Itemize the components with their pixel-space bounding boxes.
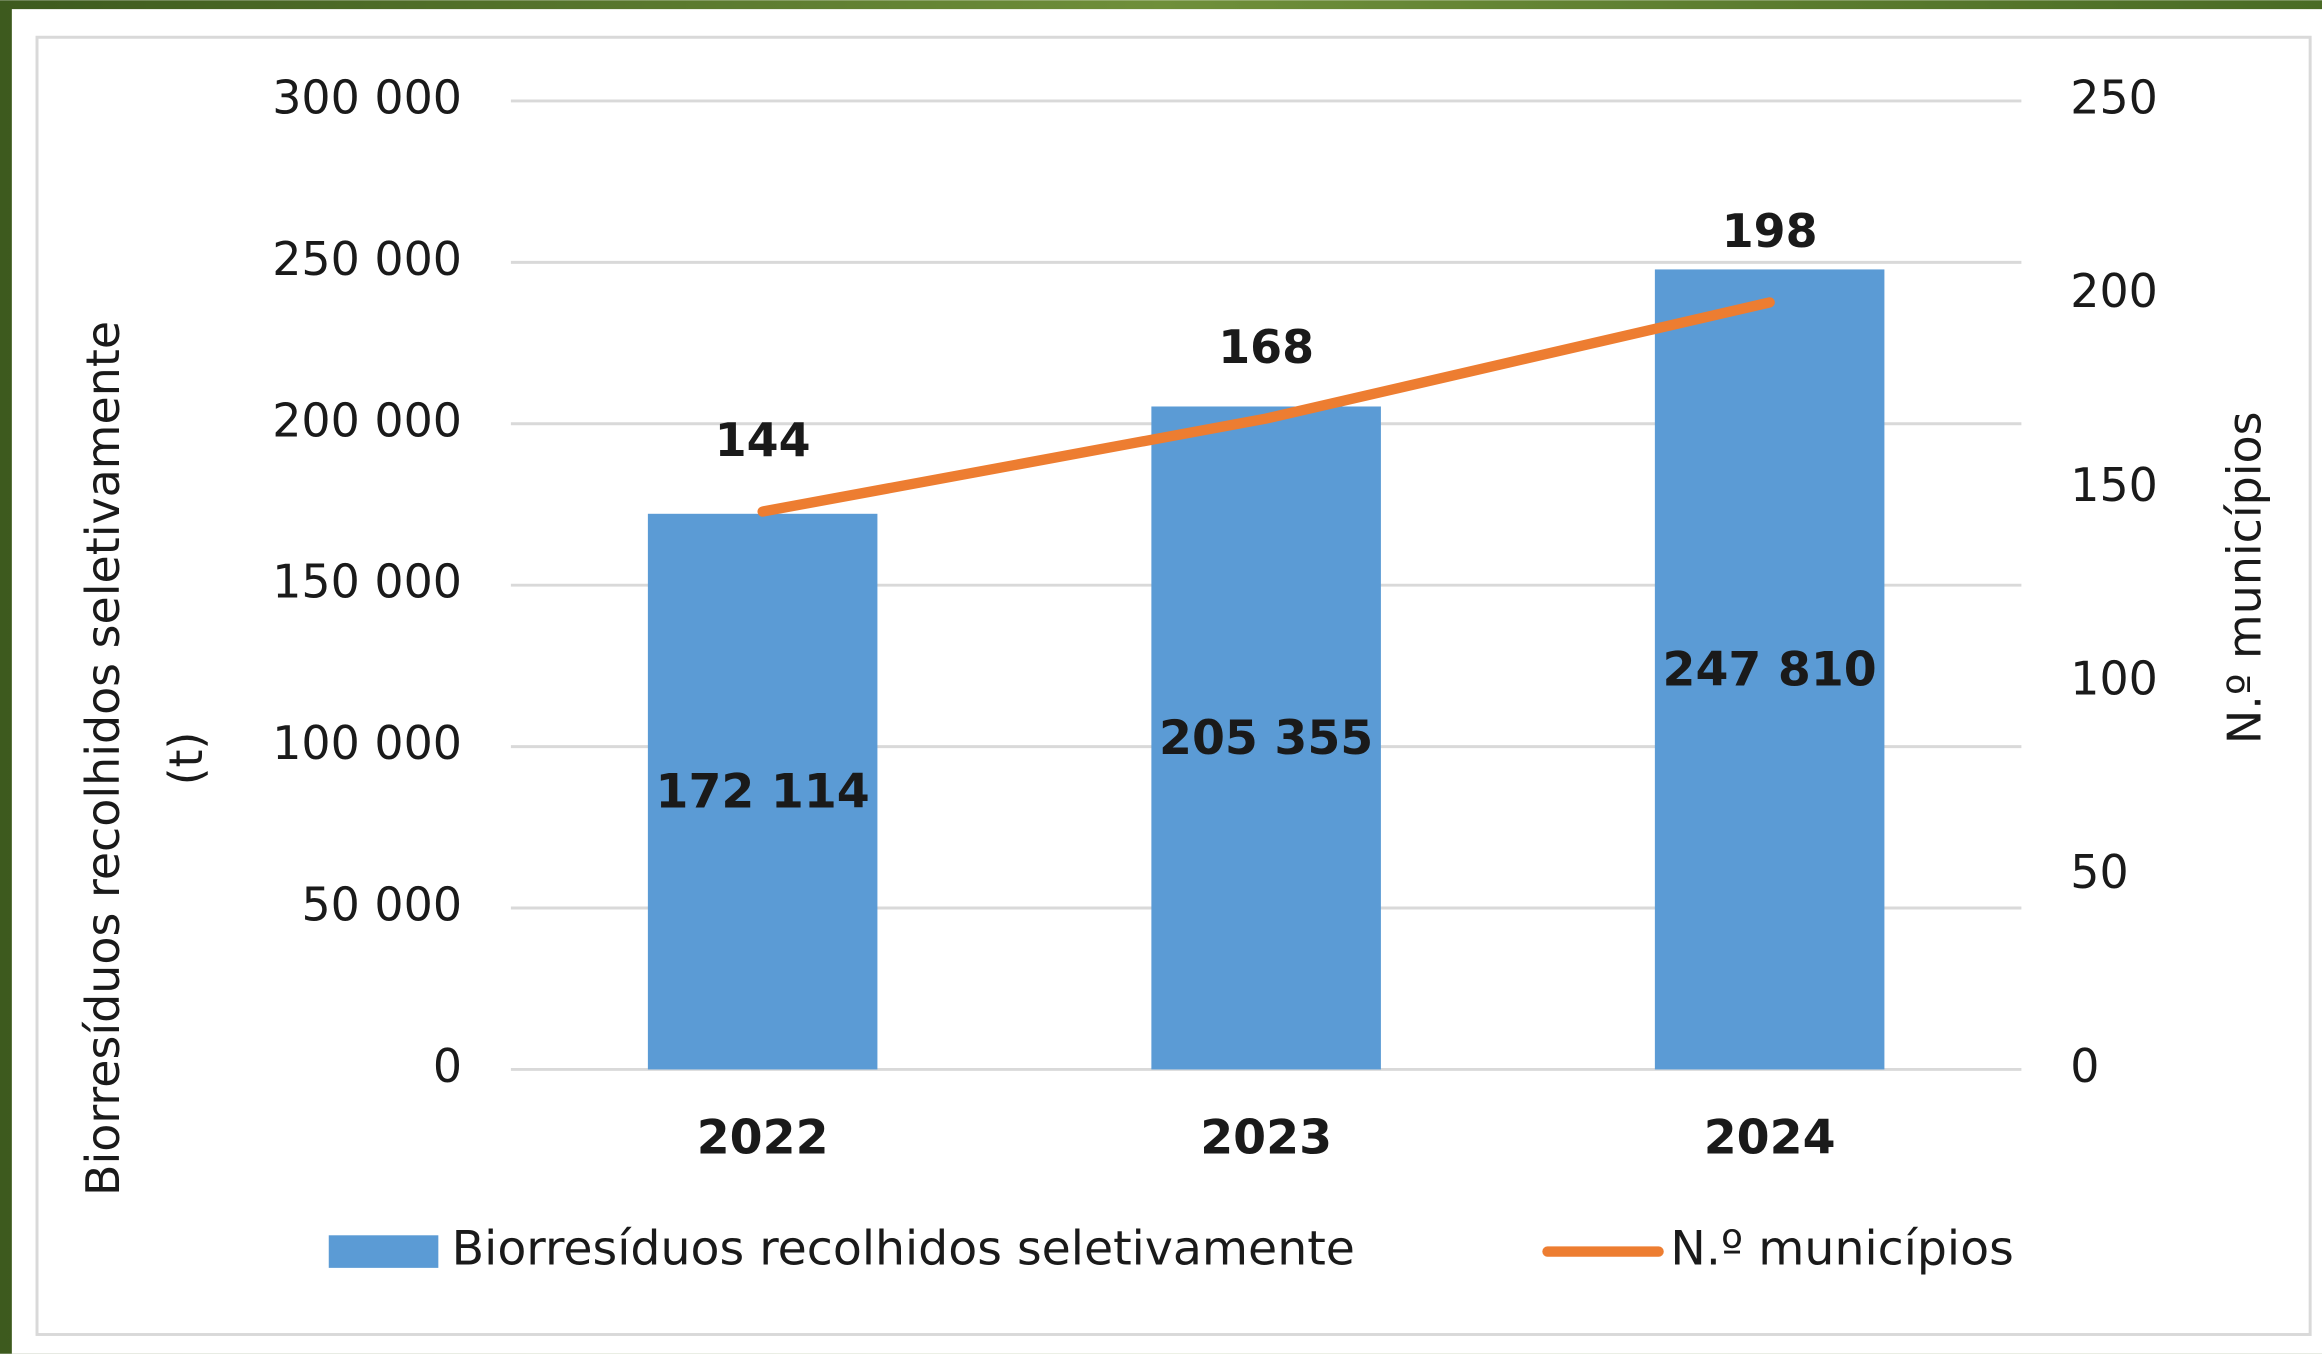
y2-tick-label: 200: [2070, 264, 2158, 318]
y2-tick-label: 50: [2070, 845, 2128, 899]
y-axis-title: (t): [159, 732, 213, 786]
y2-tick-label: 0: [2070, 1039, 2099, 1093]
y2-tick-label: 150: [2070, 458, 2158, 512]
y-axis-title: Biorresíduos recolhidos seletivamente: [76, 321, 130, 1196]
bar: [1654, 269, 1885, 1070]
x-tick-label: 2022: [697, 1111, 829, 1166]
bar-value-label: 247 810: [1662, 642, 1876, 697]
bar: [647, 513, 878, 1070]
line-value-label: 168: [1218, 320, 1314, 374]
line-value-label: 198: [1722, 204, 1818, 258]
y-tick-label: 100 000: [272, 716, 462, 770]
legend-label: Biorresíduos recolhidos seletivamente: [452, 1222, 1355, 1277]
bar-value-label: 172 114: [656, 765, 870, 820]
y-tick-label: 50 000: [301, 878, 462, 932]
line-value-label: 144: [715, 413, 811, 467]
y-tick-label: 150 000: [272, 555, 462, 609]
y2-tick-label: 100: [2070, 652, 2158, 706]
x-tick-label: 2024: [1704, 1111, 1836, 1166]
x-tick-label: 2023: [1200, 1111, 1332, 1166]
y2-tick-label: 250: [2070, 70, 2158, 124]
legend-label: N.º municípios: [1670, 1222, 2013, 1277]
y-tick-label: 0: [433, 1039, 462, 1093]
y-tick-label: 300 000: [272, 70, 462, 124]
y2-axis-title: N.º municípios: [2217, 411, 2271, 744]
bar: [1151, 406, 1381, 1070]
y-tick-label: 250 000: [272, 232, 462, 286]
y-tick-label: 200 000: [272, 393, 462, 447]
legend-swatch: [328, 1235, 439, 1268]
bar-value-label: 205 355: [1159, 711, 1373, 766]
line: [757, 297, 1775, 517]
